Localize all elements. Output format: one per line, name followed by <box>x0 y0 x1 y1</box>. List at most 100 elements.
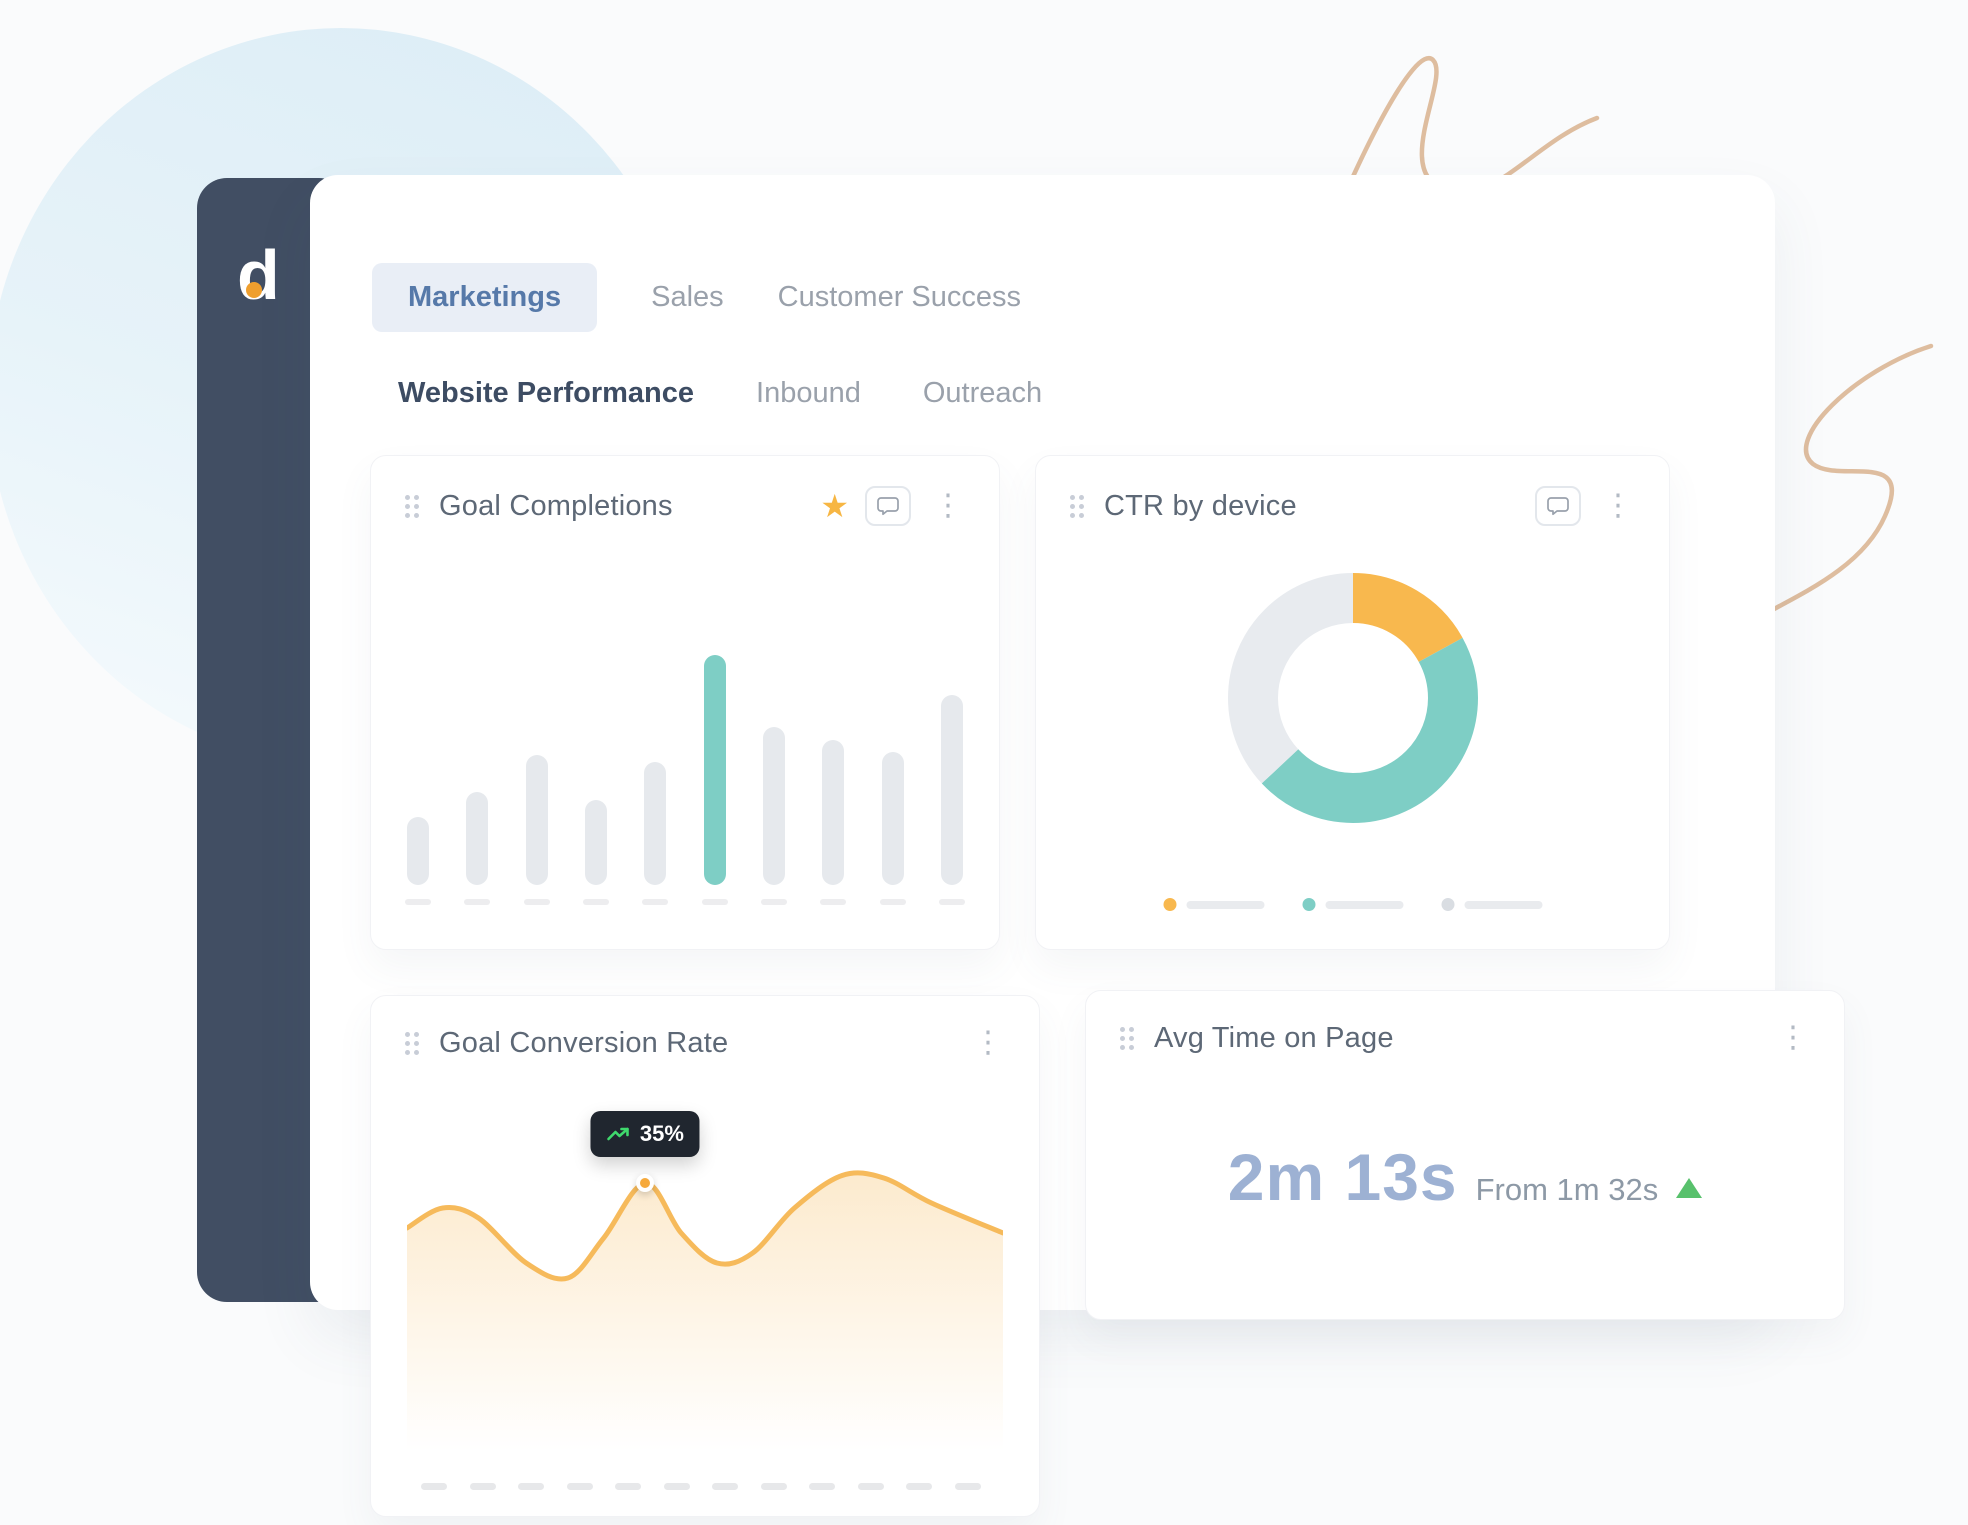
baseline-dash <box>954 1483 981 1490</box>
axis-tick <box>405 899 431 905</box>
card-header: Goal Conversion Rate ⋮ <box>371 996 1039 1060</box>
avg-time-value: 2m 13s <box>1227 1140 1458 1214</box>
bar-column <box>701 655 728 905</box>
card-header: Goal Completions ★ ⋮ <box>371 456 999 526</box>
card-title: Goal Conversion Rate <box>439 1026 729 1059</box>
trend-up-icon <box>607 1127 630 1141</box>
bar <box>881 752 904 885</box>
drag-handle-icon[interactable] <box>1066 491 1088 522</box>
axis-tick <box>464 899 491 905</box>
logo: d <box>237 240 280 310</box>
axis-tick <box>820 899 847 905</box>
legend-dot <box>1441 898 1454 911</box>
bar <box>940 695 963 885</box>
chart-tooltip: 35% <box>590 1111 700 1157</box>
axis-tick <box>938 899 965 905</box>
bar <box>584 800 607 885</box>
bar-column <box>820 740 847 905</box>
comment-button[interactable] <box>1535 486 1581 526</box>
baseline-dash <box>857 1483 884 1490</box>
primary-nav: Marketings Sales Customer Success <box>372 263 1021 332</box>
tab-marketings[interactable]: Marketings <box>372 263 598 332</box>
area-fill <box>407 1172 1003 1451</box>
trend-up-triangle-icon <box>1676 1178 1703 1198</box>
baseline-dash <box>906 1483 933 1490</box>
baseline-dash <box>518 1483 545 1490</box>
legend-item <box>1163 898 1264 911</box>
bar <box>466 792 489 885</box>
baseline-dash <box>421 1483 447 1490</box>
bar <box>822 740 845 885</box>
bar <box>407 817 429 885</box>
avg-time-on-page-card: Avg Time on Page ⋮ 2m 13s From 1m 32s <box>1085 990 1845 1320</box>
card-header: CTR by device ⋮ <box>1036 456 1669 526</box>
drag-handle-icon[interactable] <box>401 491 423 522</box>
bar <box>525 755 548 885</box>
avg-time-value-row: 2m 13s From 1m 32s <box>1086 1139 1844 1215</box>
bar-column <box>642 762 669 905</box>
axis-tick <box>582 899 609 905</box>
goal-completions-bars <box>405 655 965 905</box>
legend-item <box>1441 898 1542 911</box>
favorite-star-icon[interactable]: ★ <box>820 488 849 524</box>
bar-column <box>582 800 609 905</box>
tab-customer-success[interactable]: Customer Success <box>777 281 1022 313</box>
axis-tick <box>701 899 728 905</box>
bar-column <box>405 817 431 905</box>
bar-column <box>523 755 550 905</box>
donut-segment-3 <box>1227 573 1478 823</box>
kebab-menu-icon[interactable]: ⋮ <box>1603 488 1633 523</box>
avg-time-comparison: From 1m 32s <box>1475 1172 1659 1207</box>
bar-column <box>879 752 906 905</box>
trend-line <box>407 1170 1003 1282</box>
goal-conversion-rate-card: Goal Conversion Rate ⋮ 3 <box>370 995 1040 1517</box>
legend-dot <box>1302 898 1315 911</box>
tooltip-value: 35% <box>639 1121 684 1146</box>
axis-tick <box>642 899 669 905</box>
squiggle-top-decoration <box>1310 55 1600 275</box>
legend-bar <box>1186 900 1264 909</box>
bar <box>644 762 667 885</box>
comment-button[interactable] <box>865 486 911 526</box>
baseline-dash <box>663 1483 690 1490</box>
baseline-dash <box>760 1483 787 1490</box>
drag-handle-icon[interactable] <box>401 1028 423 1059</box>
kebab-menu-icon[interactable]: ⋮ <box>1778 1020 1808 1055</box>
bar-column <box>464 792 491 905</box>
legend-bar <box>1464 900 1542 909</box>
dashed-baseline <box>421 1483 981 1490</box>
baseline-dash <box>712 1483 739 1490</box>
conversion-line-chart: 35% <box>407 1111 1003 1451</box>
legend-item <box>1302 898 1403 911</box>
donut-legend <box>1163 898 1542 911</box>
donut-segment-2 <box>1227 573 1478 823</box>
logo-dot <box>246 282 262 298</box>
bar <box>762 727 785 885</box>
legend-dot <box>1163 898 1176 911</box>
tab-website-performance[interactable]: Website Performance <box>398 377 695 409</box>
axis-tick <box>760 899 787 905</box>
baseline-dash <box>566 1483 593 1490</box>
axis-tick <box>523 899 550 905</box>
drag-handle-icon[interactable] <box>1116 1023 1138 1054</box>
line-chart-svg <box>407 1170 1003 1451</box>
ctr-by-device-card: CTR by device ⋮ <box>1035 455 1670 950</box>
tab-sales[interactable]: Sales <box>651 281 724 313</box>
kebab-menu-icon[interactable]: ⋮ <box>973 1025 1003 1060</box>
bar-column <box>938 695 965 905</box>
card-title: Avg Time on Page <box>1154 1021 1394 1054</box>
kebab-menu-icon[interactable]: ⋮ <box>933 488 963 523</box>
ctr-donut-chart <box>1227 573 1478 823</box>
comment-icon <box>1547 497 1569 516</box>
logo-letter: d <box>237 236 280 314</box>
goal-completions-card: Goal Completions ★ ⋮ <box>370 455 1000 950</box>
card-header: Avg Time on Page ⋮ <box>1086 991 1844 1055</box>
bar-column <box>760 727 787 905</box>
axis-tick <box>879 899 906 905</box>
card-title: CTR by device <box>1104 489 1297 522</box>
data-point-marker[interactable] <box>636 1173 655 1192</box>
secondary-nav: Website Performance Inbound Outreach <box>398 377 1042 410</box>
tab-outreach[interactable]: Outreach <box>922 377 1043 409</box>
tab-inbound[interactable]: Inbound <box>756 377 861 409</box>
